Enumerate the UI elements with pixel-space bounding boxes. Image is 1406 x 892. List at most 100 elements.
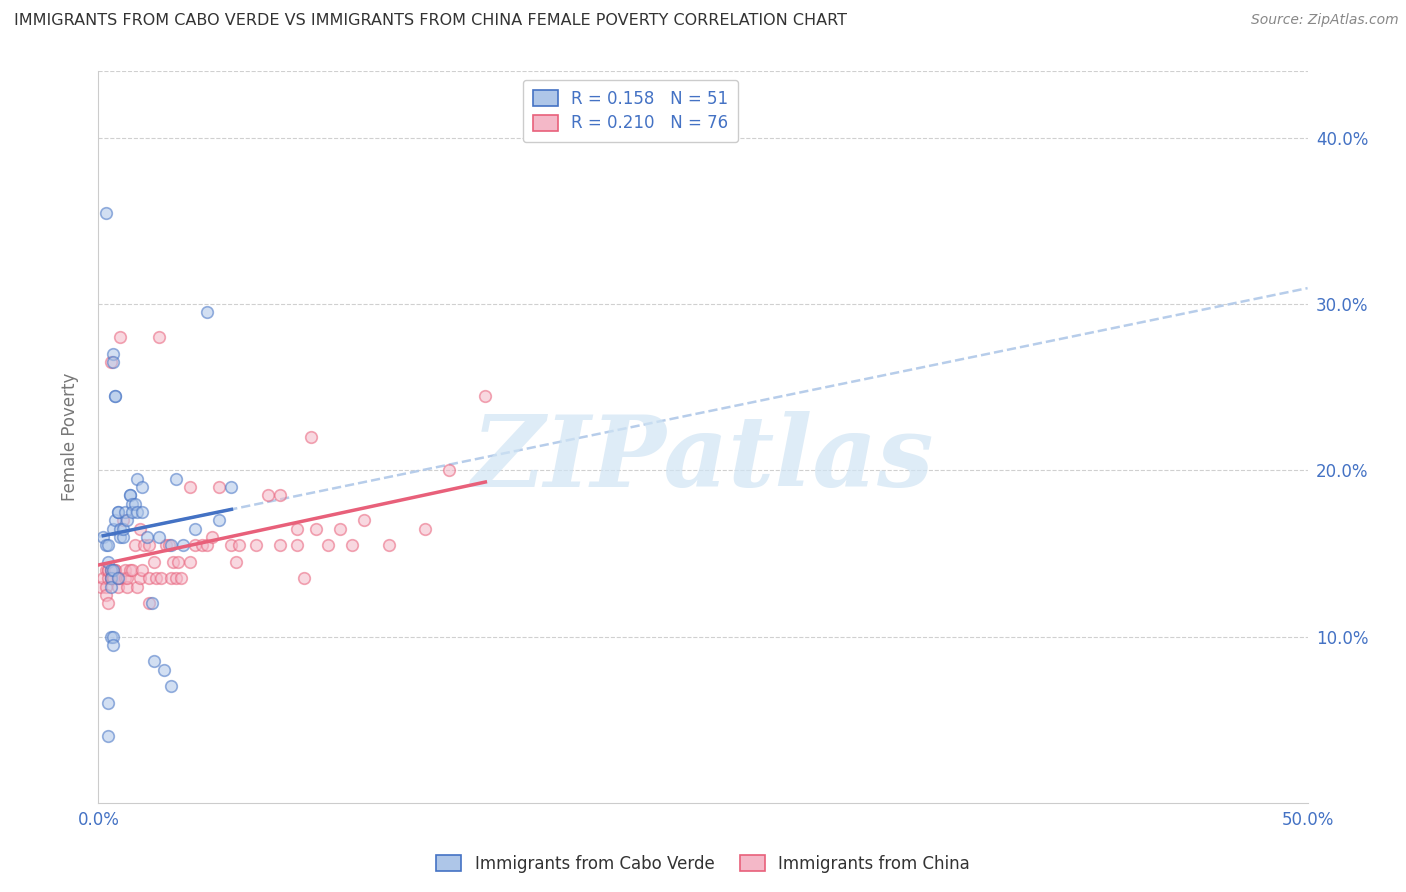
Point	[299, 430, 322, 444]
Point	[94, 563, 117, 577]
Legend: R = 0.158   N = 51, R = 0.210   N = 76: R = 0.158 N = 51, R = 0.210 N = 76	[523, 79, 738, 143]
Point	[145, 571, 167, 585]
Point	[143, 555, 166, 569]
Point	[104, 388, 127, 402]
Point	[97, 596, 120, 610]
Point	[179, 480, 201, 494]
Point	[100, 571, 122, 585]
Point	[269, 488, 291, 502]
Point	[131, 505, 153, 519]
Point	[117, 580, 139, 594]
Point	[91, 571, 114, 585]
Point	[100, 563, 122, 577]
Point	[104, 563, 127, 577]
Point	[353, 513, 375, 527]
Point	[101, 571, 124, 585]
Point	[285, 521, 308, 535]
Point	[118, 488, 141, 502]
Point	[413, 521, 436, 535]
Point	[167, 555, 190, 569]
Point	[285, 538, 308, 552]
Point	[148, 530, 170, 544]
Point	[97, 571, 120, 585]
Point	[124, 538, 146, 552]
Point	[97, 563, 120, 577]
Point	[94, 588, 117, 602]
Point	[127, 580, 149, 594]
Point	[107, 571, 129, 585]
Point	[114, 505, 136, 519]
Point	[104, 388, 127, 402]
Point	[162, 555, 184, 569]
Point	[141, 596, 163, 610]
Point	[150, 571, 173, 585]
Text: IMMIGRANTS FROM CABO VERDE VS IMMIGRANTS FROM CHINA FEMALE POVERTY CORRELATION C: IMMIGRANTS FROM CABO VERDE VS IMMIGRANTS…	[14, 13, 846, 29]
Point	[94, 580, 117, 594]
Point	[201, 530, 224, 544]
Point	[128, 521, 150, 535]
Point	[165, 571, 187, 585]
Point	[256, 488, 278, 502]
Point	[101, 638, 124, 652]
Point	[127, 472, 149, 486]
Point	[342, 538, 364, 552]
Point	[124, 497, 146, 511]
Point	[94, 205, 117, 219]
Point	[191, 538, 214, 552]
Point	[179, 555, 201, 569]
Point	[100, 563, 122, 577]
Point	[165, 472, 187, 486]
Point	[97, 555, 120, 569]
Text: ZIPatlas: ZIPatlas	[472, 411, 934, 508]
Point	[114, 571, 136, 585]
Y-axis label: Female Poverty: Female Poverty	[60, 373, 79, 501]
Point	[90, 580, 112, 594]
Point	[437, 463, 460, 477]
Point	[100, 571, 122, 585]
Point	[104, 513, 127, 527]
Point	[228, 538, 250, 552]
Point	[111, 530, 134, 544]
Point	[101, 563, 124, 577]
Point	[101, 521, 124, 535]
Point	[160, 571, 183, 585]
Point	[97, 538, 120, 552]
Point	[94, 538, 117, 552]
Point	[100, 355, 122, 369]
Point	[195, 538, 218, 552]
Point	[121, 505, 143, 519]
Point	[111, 513, 134, 527]
Point	[100, 630, 122, 644]
Point	[121, 497, 143, 511]
Point	[148, 330, 170, 344]
Point	[100, 580, 122, 594]
Point	[138, 596, 160, 610]
Point	[305, 521, 328, 535]
Point	[108, 521, 131, 535]
Point	[160, 538, 183, 552]
Point	[269, 538, 291, 552]
Point	[101, 563, 124, 577]
Point	[155, 538, 177, 552]
Point	[97, 563, 120, 577]
Point	[245, 538, 267, 552]
Point	[292, 571, 315, 585]
Point	[117, 513, 139, 527]
Point	[143, 655, 166, 669]
Point	[184, 521, 207, 535]
Point	[195, 305, 218, 319]
Point	[101, 355, 124, 369]
Point	[100, 571, 122, 585]
Point	[316, 538, 339, 552]
Point	[97, 729, 120, 743]
Point	[160, 680, 183, 694]
Point	[108, 330, 131, 344]
Point	[111, 521, 134, 535]
Point	[221, 538, 243, 552]
Point	[97, 696, 120, 710]
Point	[208, 513, 231, 527]
Point	[135, 530, 157, 544]
Point	[107, 571, 129, 585]
Point	[184, 538, 207, 552]
Point	[128, 571, 150, 585]
